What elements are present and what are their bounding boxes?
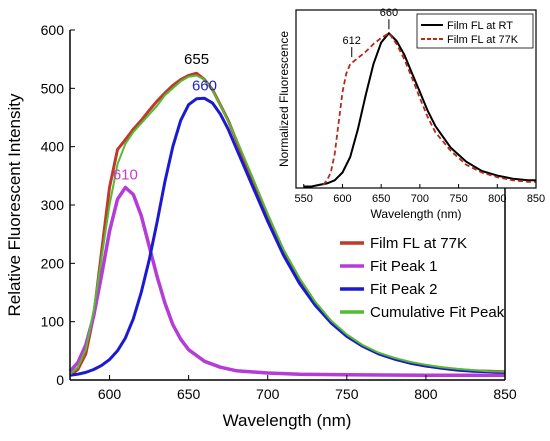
main-x-tick-label: 800 xyxy=(414,386,438,402)
inset-peak-label: 612 xyxy=(343,35,361,47)
inset-x-tick-label: 600 xyxy=(333,193,351,205)
inset-x-tick-label: 850 xyxy=(527,193,545,205)
main-ticks: 600 650 700 750 800 850 0 100 200 300 400 500 600 xyxy=(41,22,517,402)
main-peak-label: 655 xyxy=(184,51,209,68)
main-peak-label: 610 xyxy=(113,167,138,184)
inset-series-line-1 xyxy=(303,32,536,188)
inset-x-tick-label: 650 xyxy=(372,193,390,205)
inset-frame xyxy=(295,9,537,189)
inset-legend: Film FL at RT Film FL at 77K xyxy=(416,13,534,49)
main-peak-label: 660 xyxy=(192,77,217,94)
inset-peak-label: 660 xyxy=(380,7,398,19)
main-series-line-4 xyxy=(69,74,506,375)
main-x-tick-label: 750 xyxy=(335,386,359,402)
main-y-tick-label: 600 xyxy=(41,22,65,38)
main-y-tick-label: 500 xyxy=(41,80,65,96)
main-x-tick-label: 600 xyxy=(98,386,122,402)
inset-x-tick-label: 700 xyxy=(411,193,429,205)
main-x-tick-label: 850 xyxy=(493,386,517,402)
main-x-tick-label: 700 xyxy=(256,386,280,402)
main-series-layer xyxy=(68,71,506,378)
inset-ticks: 550 600 650 700 750 800 850 xyxy=(295,184,545,205)
main-chart: 600 650 700 750 800 850 0 100 200 300 400 500 600 Wa… xyxy=(5,22,517,430)
main-y-tick-label: 200 xyxy=(41,255,65,271)
inset-legend-label: Film FL at 77K xyxy=(447,34,519,46)
main-legend: Film FL at 77K Fit Peak 1 Fit Peak 2 Cumula… xyxy=(340,235,505,321)
main-legend-label: Fit Peak 1 xyxy=(370,258,438,275)
main-annotations: 655 660 610 xyxy=(113,51,217,184)
main-y-tick-label: 400 xyxy=(41,139,65,155)
main-y-tick-label: 0 xyxy=(56,372,64,388)
main-y-tick-label: 300 xyxy=(41,197,65,213)
inset-legend-box xyxy=(416,13,534,49)
inset-legend-label: Film FL at RT xyxy=(447,20,513,32)
main-x-tick-label: 650 xyxy=(177,386,201,402)
inset-series-line-2 xyxy=(322,32,536,186)
main-y-tick-label: 100 xyxy=(41,314,65,330)
inset-x-axis-title: Wavelength (nm) xyxy=(371,207,462,221)
main-legend-label: Cumulative Fit Peak xyxy=(370,304,505,321)
inset-annotations: 612 660 xyxy=(343,7,398,58)
inset-series-layer xyxy=(303,32,536,188)
main-x-axis-title: Wavelength (nm) xyxy=(223,411,352,430)
inset-x-tick-label: 800 xyxy=(488,193,506,205)
inset-x-tick-label: 750 xyxy=(449,193,467,205)
inset-chart: 550 600 650 700 750 800 850 Wavelength (nm) No… xyxy=(277,7,545,221)
inset-y-axis-title: Normalized Fluorescence xyxy=(277,31,291,167)
main-legend-label: Film FL at 77K xyxy=(370,235,467,252)
main-series-line-2 xyxy=(68,185,505,378)
main-series-line-3 xyxy=(69,96,506,377)
inset-x-tick-label: 550 xyxy=(295,193,313,205)
main-legend-label: Fit Peak 2 xyxy=(370,281,438,298)
main-y-axis-title: Relative Fluorescent Intensity xyxy=(5,93,24,316)
